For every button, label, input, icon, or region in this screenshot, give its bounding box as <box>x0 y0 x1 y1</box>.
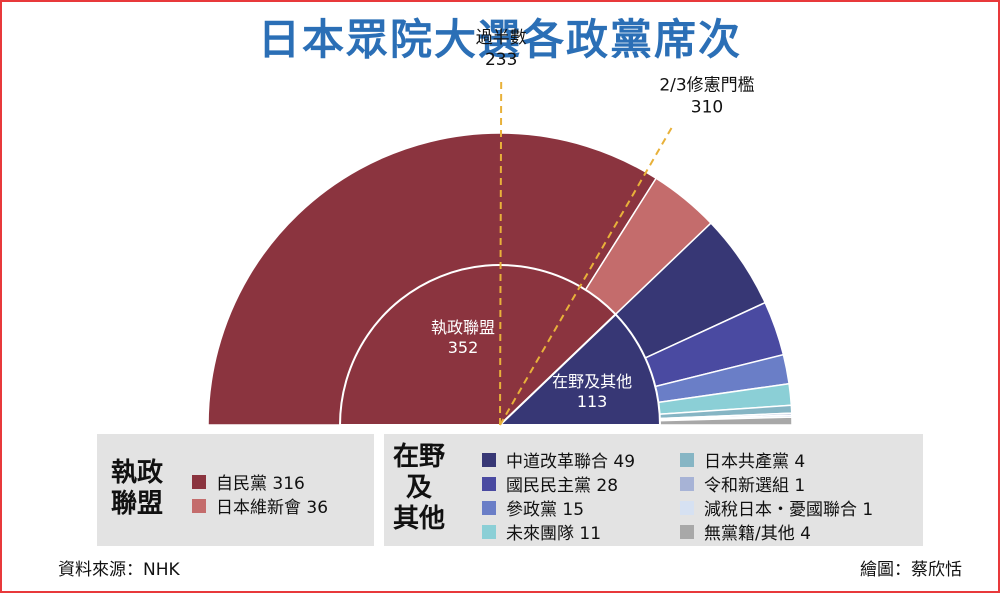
legend-item-team-mirai: 未來團隊 11 <box>482 519 601 544</box>
legend-ruling-title: 執政 聯盟 <box>107 458 167 520</box>
legend-item-ishin: 日本維新會 36 <box>192 493 328 518</box>
legend-swatch <box>192 474 206 489</box>
legend-opposition-title-line: 及 <box>405 473 432 503</box>
legend-swatch <box>482 524 496 539</box>
legend-swatch <box>482 452 496 467</box>
legend-swatch <box>680 524 694 539</box>
legend-label: 參政黨 15 <box>506 500 585 520</box>
legend-ruling-title-line: 執政 <box>110 458 163 488</box>
inner-slice-label: 在野及其他 <box>552 372 632 391</box>
legend-label: 令和新選組 1 <box>704 476 806 496</box>
legend-ruling-title-line: 聯盟 <box>110 489 163 519</box>
threshold-line <box>499 123 675 426</box>
legend-swatch <box>680 500 694 515</box>
legend-item-independents: 無黨籍/其他 4 <box>680 519 811 544</box>
threshold-line <box>499 77 503 426</box>
threshold-label: 過半數 <box>476 28 527 48</box>
legend-opposition: 在野 及 其他 中道改革聯合 49 國民民主黨 28 參政黨 15 未來團隊 1… <box>384 434 923 546</box>
legend-ruling-coalition: 執政 聯盟 自民黨 316 日本維新會 36 <box>97 434 374 546</box>
legend-item-dpfp: 國民民主黨 28 <box>482 471 618 496</box>
legend-label: 減稅日本・憂國聯合 1 <box>704 500 874 520</box>
legend-swatch <box>482 500 496 515</box>
legend-swatch <box>680 476 694 491</box>
legend-item-sanseito: 參政黨 15 <box>482 495 584 520</box>
legend-opposition-title: 在野 及 其他 <box>388 442 450 535</box>
legend-opposition-title-line: 其他 <box>392 504 445 534</box>
legend-label: 國民民主黨 28 <box>506 476 619 496</box>
legend-label: 未來團隊 11 <box>506 524 602 544</box>
legend-label: 日本共產黨 4 <box>704 452 806 472</box>
legend-item-reiwa: 令和新選組 1 <box>680 471 805 496</box>
threshold-label: 2/3修憲門檻 <box>659 74 754 95</box>
inner-slice-value: 113 <box>577 392 608 411</box>
legend-opposition-title-line: 在野 <box>392 442 445 472</box>
inner-slice-1 <box>497 312 662 426</box>
legend-item-jcp: 日本共產黨 4 <box>680 447 805 472</box>
inner-slice-0 <box>338 264 618 426</box>
legend-label: 日本維新會 36 <box>216 498 329 518</box>
source-note: 資料來源：NHK <box>58 560 180 580</box>
legend-item-genzei: 減稅日本・憂國聯合 1 <box>680 495 873 520</box>
inner-slice-value: 352 <box>448 338 479 357</box>
legend-label: 自民黨 316 <box>216 474 305 494</box>
legend-swatch <box>192 498 206 513</box>
legend-item-ldp: 自民黨 316 <box>192 469 305 494</box>
credit-note: 繪圖：蔡欣恬 <box>860 560 962 580</box>
threshold-value: 233 <box>485 50 517 70</box>
legend-swatch <box>680 452 694 467</box>
legend-label: 無黨籍/其他 4 <box>704 524 811 544</box>
legend-label: 中道改革聯合 49 <box>506 452 636 472</box>
legend-swatch <box>482 476 496 491</box>
legend-item-chudo: 中道改革聯合 49 <box>482 447 635 472</box>
threshold-value: 310 <box>691 97 723 117</box>
inner-slice-label: 執政聯盟 <box>431 318 495 337</box>
chart-title: 日本眾院大選各政黨席次 <box>257 15 742 64</box>
